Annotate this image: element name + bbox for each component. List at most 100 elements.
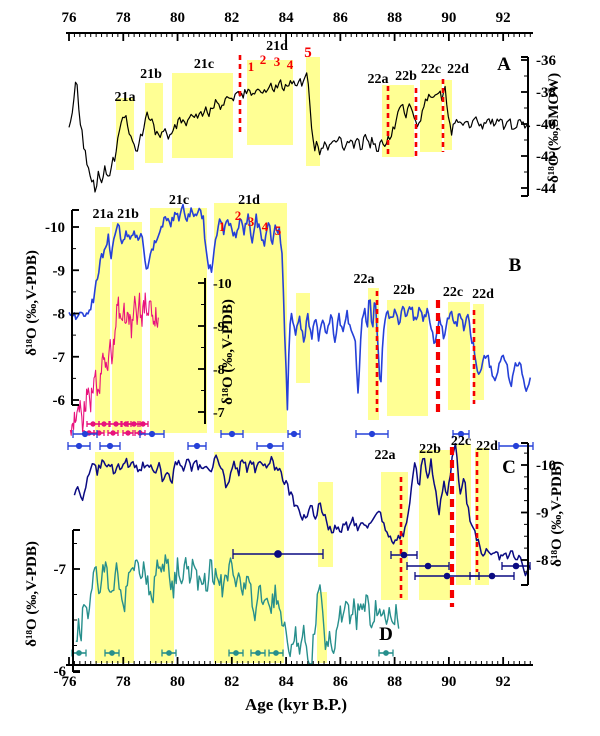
y-tick-label: -9	[53, 263, 66, 279]
panel-C-d18o-navy	[73, 442, 531, 577]
band-label-B-22d: 22d	[472, 287, 494, 302]
error-bar-dot	[266, 442, 274, 450]
band-label-B-22b: 22b	[393, 283, 415, 298]
band-B-21c	[150, 208, 207, 433]
error-bar-dot	[512, 562, 520, 570]
pink-age-error-bars	[83, 421, 149, 436]
band-B-22d	[473, 304, 484, 400]
y-axis-title: δ¹⁸O (‰,V-PDB)	[220, 299, 236, 405]
red-subevent-number: 4	[262, 219, 269, 234]
age-tick-label: 80	[170, 10, 185, 26]
band-A-21d	[247, 60, 293, 145]
band-label-C-22d: 22d	[476, 439, 498, 454]
red-dashed-event-lines	[238, 55, 479, 607]
band-label-A-21d: 21d	[266, 39, 288, 54]
band-D-85ka	[317, 592, 327, 663]
y-tick-label: -10	[45, 220, 65, 236]
band-label-B-21d: 21d	[238, 193, 260, 208]
error-bar-dot	[106, 442, 114, 450]
y-tick-label: -6	[54, 664, 67, 680]
panel-letter-B: B	[509, 255, 522, 276]
panel-letter-A: A	[497, 54, 511, 75]
age-tick-label: 82	[224, 10, 239, 26]
blue-age-error-bars	[67, 430, 534, 450]
data-curves	[68, 72, 532, 665]
y-axis-title: δ¹⁸O (‰,V-PDB)	[24, 250, 40, 356]
age-tick-label: 92	[496, 674, 511, 690]
band-label-C-22b: 22b	[419, 442, 441, 457]
red-subevent-number: 5	[304, 45, 312, 61]
y-tick-label: -7	[53, 350, 66, 366]
band-A-22c	[420, 80, 442, 152]
navy-age-error-bars	[390, 551, 531, 580]
error-bar-dot	[255, 650, 261, 656]
band-label-A-22a: 22a	[368, 72, 389, 87]
error-bar-dot	[228, 430, 236, 438]
age-tick-label: 92	[496, 10, 511, 26]
band-label-A-22b: 22b	[395, 69, 417, 84]
error-bar-dot	[273, 650, 279, 656]
y-axis-B-left: -10 -9 -8 -7 -6 δ¹⁸O (‰,V-PDB)	[24, 209, 79, 409]
age-tick-label: 76	[62, 674, 78, 690]
band-B-21d	[214, 203, 287, 433]
age-tick-label: 86	[333, 10, 349, 26]
error-bar-dot	[193, 442, 201, 450]
y-axis-title: δ¹⁸O (‰,V-PDB)	[24, 541, 40, 647]
age-tick-label: 78	[116, 10, 131, 26]
error-bar-dot	[166, 650, 172, 656]
y-axis-title: δ¹⁸O (‰,V-PDB)	[549, 461, 565, 567]
error-bar-dot	[109, 650, 115, 656]
panel-B-speleothem-d18o-blue	[68, 203, 532, 411]
band-A-21a	[116, 98, 134, 170]
error-bar-dot	[368, 430, 376, 438]
navy-long-error-bar	[232, 549, 324, 559]
band-label-A-21b: 21b	[140, 67, 162, 82]
band-label-B-21c: 21c	[169, 193, 189, 208]
error-bar-dot	[400, 551, 408, 559]
y-axis-title: δ¹⁸O (‰,SMOW)	[546, 73, 562, 183]
age-tick-label: 76	[62, 10, 78, 26]
band-label-A-22d: 22d	[447, 62, 469, 77]
age-tick-label: 84	[279, 674, 295, 690]
y-axis-D-left: -7 -6 δ¹⁸O (‰,V-PDB)	[24, 529, 80, 680]
y-tick-label: -38	[536, 85, 556, 101]
y-tick-label: -7	[213, 406, 225, 421]
band-label-A-22c: 22c	[421, 62, 441, 77]
error-bar-dot	[443, 572, 451, 580]
band-A-21b	[145, 83, 163, 163]
band-B-21b	[112, 222, 142, 433]
error-bar-dot	[81, 430, 89, 438]
error-bar-dot	[101, 421, 107, 427]
y-tick-label: -42	[536, 149, 556, 165]
band-label-B-21a: 21a	[93, 207, 114, 222]
x-axis-title: Age (kyr B.P.)	[245, 695, 347, 714]
stadial-interstadial-bands	[95, 57, 489, 663]
age-tick-label: 84	[279, 10, 295, 26]
error-bar-dot	[76, 650, 82, 656]
age-tick-label: 82	[224, 674, 239, 690]
red-subevent-number: 1	[248, 59, 255, 74]
red-subevent-number: 3	[274, 54, 281, 69]
y-tick-label: -44	[536, 181, 556, 197]
red-subevent-number: 3	[248, 214, 255, 229]
band-label-C-22a: 22a	[375, 448, 396, 463]
red-subevent-number: 4	[287, 57, 294, 72]
error-bar-dot	[113, 421, 119, 427]
error-bar-dot	[75, 442, 83, 450]
error-bar-dot	[110, 430, 116, 436]
y-tick-label: -8	[213, 363, 225, 378]
y-tick-label: -9	[536, 506, 549, 522]
y-tick-label: -10	[213, 277, 232, 292]
error-bar-dot	[140, 421, 146, 427]
band-label-B-22c: 22c	[443, 285, 463, 300]
red-subevent-number: 2	[235, 208, 242, 223]
y-tick-label: -10	[536, 458, 556, 474]
band-B-22a	[368, 288, 379, 420]
age-tick-label: 88	[387, 10, 402, 26]
age-tick-label: 90	[441, 10, 456, 26]
panel-letter-C: C	[502, 457, 516, 478]
error-bar-dot	[131, 421, 137, 427]
